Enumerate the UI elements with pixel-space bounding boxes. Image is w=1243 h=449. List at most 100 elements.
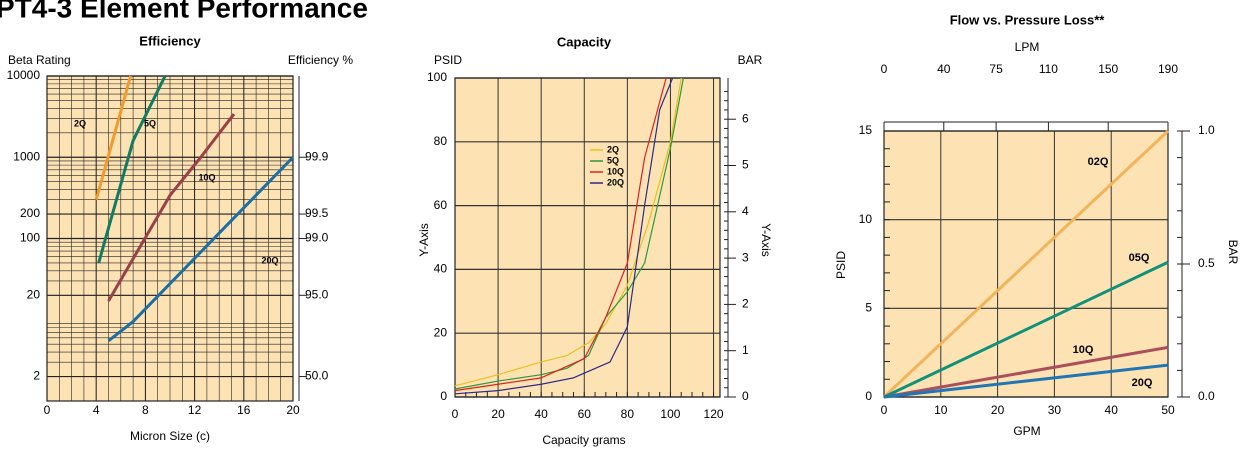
legend-label: 5Q xyxy=(607,155,619,165)
y-tick-label: 15 xyxy=(859,123,873,137)
y-tick-label: 20 xyxy=(27,287,41,301)
x2-tick-label: 110 xyxy=(1039,62,1058,76)
series-line xyxy=(454,77,674,395)
x2-axis-title: LPM xyxy=(1015,40,1040,54)
x-tick-label: 40 xyxy=(1105,403,1119,417)
y2-tick-label: 95.0 xyxy=(305,287,329,301)
x-tick-label: 120 xyxy=(704,407,724,421)
series-label: 5Q xyxy=(144,118,156,128)
y2-tick-label: 1.0 xyxy=(1198,123,1215,137)
x-tick-label: 20 xyxy=(286,403,300,417)
series-line xyxy=(97,75,167,264)
y-tick-label: 0 xyxy=(440,389,447,403)
series-line xyxy=(107,113,236,302)
plot-frame xyxy=(46,75,294,402)
series-line xyxy=(883,363,1169,399)
x-tick-label: 100 xyxy=(660,407,680,421)
x-tick-label: 0 xyxy=(881,403,888,417)
y2-tick-label: 0.0 xyxy=(1198,389,1215,403)
y2-tick-label: 1 xyxy=(742,343,749,357)
page-title: PT4-3 Element Performance xyxy=(0,0,368,23)
series-label: 10Q xyxy=(1073,344,1094,356)
series-label: 20Q xyxy=(261,255,278,265)
x2-tick-label: 0 xyxy=(881,62,888,76)
y2-tick-label: 4 xyxy=(742,204,749,218)
series-label: 05Q xyxy=(1129,252,1150,264)
x-axis-title: GPM xyxy=(1013,424,1040,438)
x-tick-label: 10 xyxy=(934,403,948,417)
y2-tick-label: 99.0 xyxy=(305,231,329,245)
series-line xyxy=(454,77,684,390)
x2-tick-label: 40 xyxy=(937,62,951,76)
x-tick-label: 4 xyxy=(93,403,100,417)
y-axis-title: Y-Axis xyxy=(417,223,431,257)
y-tick-label: 100 xyxy=(20,231,40,245)
y2-tick-label: 0 xyxy=(742,389,749,403)
x-tick-label: 80 xyxy=(621,407,635,421)
x-tick-label: 20 xyxy=(491,407,505,421)
y-tick-label: 60 xyxy=(434,198,448,212)
x2-tick-label: 190 xyxy=(1158,62,1178,76)
x2-tick-label: 150 xyxy=(1098,62,1118,76)
x-tick-label: 50 xyxy=(1161,403,1175,417)
legend-label: 10Q xyxy=(607,166,624,176)
y2-tick-label: 3 xyxy=(742,250,749,264)
y-tick-label: 0 xyxy=(865,389,872,403)
series-line xyxy=(883,260,1169,399)
y-tick-label: 1000 xyxy=(13,149,40,163)
plot-frame xyxy=(454,77,721,398)
series-line xyxy=(107,156,295,343)
y-axis-unit: PSID xyxy=(434,53,462,67)
y2-axis-title: Y-Axis xyxy=(759,223,773,257)
legend-label: 2Q xyxy=(607,144,619,154)
series-label: 10Q xyxy=(198,172,215,182)
x-tick-label: 60 xyxy=(578,407,592,421)
y-tick-label: 10000 xyxy=(7,68,41,82)
x-tick-label: 30 xyxy=(1048,403,1062,417)
y2-axis-title: BAR xyxy=(1226,240,1240,265)
plot-frame xyxy=(883,130,1169,398)
chart-title: Flow vs. Pressure Loss** xyxy=(950,12,1106,27)
y2-tick-label: 6 xyxy=(742,111,749,125)
x2-tick-label: 75 xyxy=(989,62,1003,76)
y2-tick-label: 2 xyxy=(742,297,749,311)
x-tick-label: 16 xyxy=(237,403,251,417)
y-tick-label: 5 xyxy=(865,301,872,315)
y-tick-label: 2 xyxy=(33,369,40,383)
x-tick-label: 20 xyxy=(991,403,1005,417)
series-line xyxy=(454,77,667,392)
x-axis-title: Micron Size (c) xyxy=(130,429,210,443)
plot-area xyxy=(455,78,720,397)
series-label: 20Q xyxy=(1132,377,1153,389)
chart-title: Capacity xyxy=(557,34,612,49)
y-tick-label: 80 xyxy=(434,134,448,148)
series-line xyxy=(883,345,1169,399)
x-tick-label: 0 xyxy=(452,407,459,421)
y2-axis-title: Efficiency % xyxy=(288,53,353,67)
series-line xyxy=(882,129,1170,399)
y2-tick-label: 99.9 xyxy=(305,149,329,163)
y-tick-label: 100 xyxy=(427,70,447,84)
legend-label: 20Q xyxy=(607,177,624,187)
x-axis-title: Capacity grams xyxy=(542,433,625,447)
y2-tick-label: 0.5 xyxy=(1198,256,1215,270)
x-tick-label: 0 xyxy=(44,403,51,417)
series-line xyxy=(94,75,133,201)
y2-tick-label: 99.5 xyxy=(305,206,329,220)
series-label: 2Q xyxy=(74,118,86,128)
y-tick-label: 10 xyxy=(859,212,873,226)
y2-tick-label: 5 xyxy=(742,158,749,172)
y2-axis-unit: BAR xyxy=(738,53,763,67)
x-tick-label: 12 xyxy=(188,403,202,417)
y-axis-title: PSID xyxy=(834,251,848,279)
x-tick-label: 40 xyxy=(534,407,548,421)
y-axis-title: Beta Rating xyxy=(8,53,71,67)
y-tick-label: 20 xyxy=(434,325,448,339)
series-label: 02Q xyxy=(1088,156,1109,168)
y-tick-label: 40 xyxy=(434,262,448,276)
y2-tick-label: 50.0 xyxy=(305,369,329,383)
chart-title: Efficiency xyxy=(139,33,201,48)
x-tick-label: 8 xyxy=(142,403,149,417)
y-tick-label: 200 xyxy=(20,206,40,220)
